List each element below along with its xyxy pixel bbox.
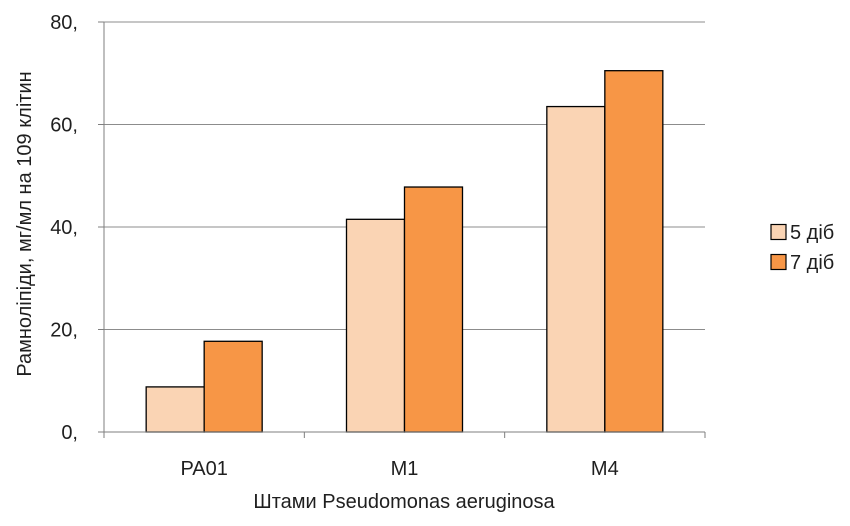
bar-pa01-series-2 — [203, 340, 263, 433]
legend-label: 5 діб — [790, 222, 834, 244]
y-axis-title: Рамноліпіди, мг/мл на 109 клітин — [14, 71, 36, 376]
bar-m1-series-2 — [403, 186, 464, 433]
y-tick-label: 0, — [61, 422, 78, 444]
bars — [145, 70, 664, 433]
y-tick-label: 20, — [50, 320, 78, 342]
x-tick-label: PA01 — [180, 458, 227, 480]
x-tick-label: M4 — [591, 458, 619, 480]
legend-swatch — [770, 223, 787, 241]
legend-swatch — [770, 253, 787, 271]
bar-m4-series-2 — [604, 70, 664, 433]
x-axis-title: Штами Pseudomonas aeruginosa — [253, 491, 555, 513]
legend-label: 7 діб — [790, 252, 834, 274]
x-tick-label: M1 — [391, 458, 419, 480]
tick-labels: 0, 20, 40, 60, 80, PA01 M1 M4 — [50, 12, 619, 480]
y-tick-label: 80, — [50, 12, 78, 34]
y-tick-label: 40, — [50, 217, 78, 239]
bar-m1-series-1 — [345, 218, 406, 433]
bar-pa01-series-1 — [145, 386, 205, 433]
y-tick-label: 60, — [50, 115, 78, 137]
legend: 5 діб 7 діб — [770, 222, 834, 274]
axes — [98, 21, 706, 438]
bar-m4-series-1 — [546, 105, 606, 433]
